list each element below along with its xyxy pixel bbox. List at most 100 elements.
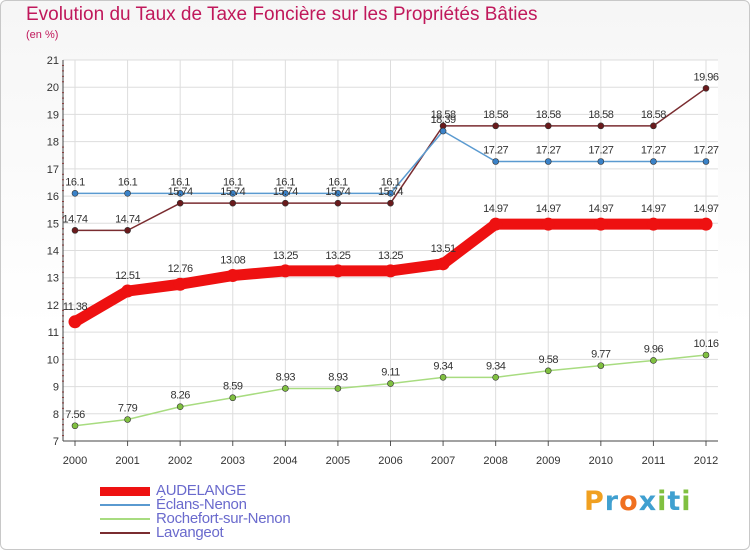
data-label: 8.59 <box>223 381 243 393</box>
x-tick-label: 2002 <box>168 455 192 467</box>
data-point <box>334 385 342 392</box>
legend-label: Éclans-Nenon <box>156 496 247 513</box>
data-point <box>384 264 397 278</box>
data-label: 18.58 <box>483 109 508 121</box>
data-label: 9.96 <box>644 343 664 355</box>
data-label: 16.1 <box>118 176 138 188</box>
data-point <box>124 190 131 197</box>
x-tick-label: 2009 <box>536 455 560 467</box>
data-point <box>282 385 289 392</box>
data-point <box>594 217 608 231</box>
x-tick-label: 2005 <box>326 455 350 467</box>
data-label: 14.74 <box>62 213 87 225</box>
data-point <box>176 199 184 207</box>
x-tick-label: 2000 <box>63 455 87 467</box>
y-tick-label: 13 <box>47 273 59 285</box>
data-label: 17.27 <box>693 145 718 157</box>
data-point <box>702 85 710 92</box>
data-label: 8.26 <box>170 390 190 402</box>
data-point <box>436 257 450 271</box>
data-label: 7.79 <box>118 403 138 415</box>
data-label: 15.74 <box>325 186 350 198</box>
logo-letter: t <box>667 486 682 517</box>
legend-swatch <box>100 504 150 506</box>
y-tick-label: 11 <box>48 327 59 339</box>
y-tick-label: 20 <box>47 82 59 94</box>
data-point <box>68 315 82 329</box>
y-tick-label: 9 <box>53 382 59 394</box>
proxiti-logo: Proxiti <box>584 486 692 517</box>
data-point <box>699 217 713 231</box>
data-label: 17.27 <box>641 145 666 157</box>
y-tick-label: 16 <box>47 191 59 203</box>
logo-letter: x <box>638 486 658 517</box>
data-point <box>597 158 605 165</box>
data-point <box>226 269 240 283</box>
data-point <box>71 227 79 234</box>
legend-label: Rochefort-sur-Nenon <box>156 510 291 527</box>
y-tick-label: 17 <box>47 164 59 176</box>
legend-swatch <box>100 487 150 496</box>
data-point <box>544 122 552 130</box>
x-tick-label: 2012 <box>694 455 718 467</box>
data-point <box>124 227 131 234</box>
data-label: 9.34 <box>433 360 453 372</box>
data-point <box>650 158 657 165</box>
data-point <box>229 190 237 197</box>
data-label: 18.39 <box>431 114 456 126</box>
y-tick-label: 7 <box>53 436 59 448</box>
data-point <box>71 422 79 430</box>
data-label: 11.38 <box>63 301 88 313</box>
data-label: 12.51 <box>115 270 140 282</box>
data-label: 13.25 <box>273 250 298 262</box>
chart-title: Evolution du Taux de Taxe Foncière sur l… <box>26 4 538 25</box>
x-tick-label: 2006 <box>378 455 402 467</box>
data-point <box>334 199 342 207</box>
data-label: 14.74 <box>115 213 140 225</box>
data-label: 15.74 <box>220 186 245 198</box>
data-label: 17.27 <box>536 145 561 157</box>
data-point <box>544 367 552 375</box>
data-label: 10.16 <box>693 338 718 350</box>
data-point <box>387 190 394 197</box>
y-tick-label: 8 <box>53 409 59 421</box>
data-point <box>331 264 345 278</box>
data-label: 13.25 <box>325 250 350 262</box>
data-point <box>544 158 552 165</box>
data-label: 18.58 <box>431 109 456 121</box>
data-point <box>278 264 292 278</box>
data-point <box>541 217 555 231</box>
data-point <box>702 158 710 165</box>
data-label: 14.97 <box>588 203 613 215</box>
x-tick-label: 2008 <box>483 455 507 467</box>
data-point <box>492 374 499 381</box>
x-tick-label: 2001 <box>115 455 139 467</box>
data-label: 14.97 <box>536 203 561 215</box>
x-tick-label: 2004 <box>273 455 297 467</box>
logo-letter: i <box>681 486 692 517</box>
data-point <box>121 284 135 298</box>
data-label: 9.58 <box>539 354 559 366</box>
data-label: 16.1 <box>276 176 296 188</box>
data-label: 18.58 <box>536 109 561 121</box>
y-tick-label: 14 <box>47 246 59 258</box>
y-tick-label: 19 <box>47 109 59 121</box>
data-point <box>387 199 394 207</box>
data-label: 9.34 <box>486 360 506 372</box>
data-point <box>439 127 447 135</box>
data-point <box>702 351 710 359</box>
data-point <box>650 357 657 364</box>
data-point <box>650 122 657 130</box>
y-tick-label: 18 <box>47 137 59 149</box>
data-label: 13.08 <box>220 255 245 267</box>
data-point <box>176 403 184 411</box>
data-point <box>492 158 499 165</box>
x-tick-label: 2007 <box>431 455 455 467</box>
data-label: 19.96 <box>693 71 718 83</box>
legend-label: Lavangeot <box>156 524 224 541</box>
data-label: 12.76 <box>168 263 193 275</box>
data-label: 17.27 <box>483 145 508 157</box>
data-point <box>176 190 184 197</box>
logo-letter: i <box>657 486 668 517</box>
data-label: 7.56 <box>65 409 85 421</box>
